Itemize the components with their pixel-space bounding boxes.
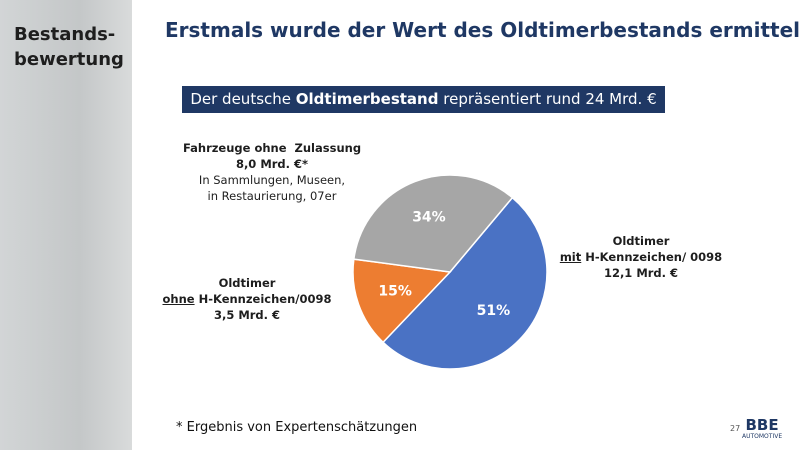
- slice-label-text: H-Kennzeichen/0098: [198, 292, 332, 306]
- subtitle: Der deutsche Oldtimerbestand repräsentie…: [182, 86, 665, 113]
- sidebar-text: Bestands-: [14, 24, 116, 45]
- pie-slice: [353, 174, 514, 273]
- footnote: * Ergebnis von Expertenschätzungen: [176, 420, 418, 435]
- slice-label-line: ohne H-Kennzeichen/0098: [162, 291, 331, 307]
- logo-text: BBE: [745, 416, 779, 434]
- value-label: 15%: [378, 283, 412, 299]
- slice-label-line: Oldtimer: [612, 234, 670, 248]
- logo: BBE AUTOMOTIVE: [742, 417, 782, 441]
- slice-label-line: 12,1 Mrd. €: [603, 266, 679, 280]
- slice-label-text: H-Kennzeichen/ 0098: [585, 250, 723, 264]
- value-label: 51%: [477, 303, 511, 319]
- slice-label-line: 3,5 Mrd. €: [213, 308, 281, 322]
- slice-label-line: in Restaurierung, 07er: [207, 189, 337, 203]
- slice-label-text: mit: [559, 250, 582, 264]
- subtitle-text: Oldtimerbestand: [295, 90, 439, 108]
- slice-label-text: ohne: [162, 292, 195, 306]
- slice-label: Oldtimer mit H-Kennzeichen/ 0098 12,1 Mrd.…: [560, 233, 722, 281]
- subtitle-text: Der deutsche: [190, 90, 291, 108]
- slice-label: Fahrzeuge ohne Zulassung 8,0 Mrd. €* In Sa…: [183, 140, 361, 204]
- value-label: 34%: [412, 210, 446, 226]
- slice-label: Oldtimer ohne H-Kennzeichen/0098 3,5 Mrd. …: [162, 275, 331, 323]
- slice-label-line: 8,0 Mrd. €*: [235, 157, 309, 171]
- slice-label-line: Oldtimer: [218, 276, 276, 290]
- slice-label-line: In Sammlungen, Museen,: [198, 173, 346, 187]
- slice-label-line: Fahrzeuge ohne Zulassung: [182, 141, 362, 155]
- subtitle-text: repräsentiert rund 24 Mrd. €: [443, 90, 657, 108]
- sidebar-text: bewertung: [14, 49, 124, 70]
- chart-title: Erstmals wurde der Wert des Oldtimerbest…: [165, 18, 800, 42]
- page-number: 27: [730, 424, 741, 433]
- slice-label-line: mit H-Kennzeichen/ 0098: [560, 249, 722, 265]
- pie-slice: [352, 258, 452, 344]
- logo-text: AUTOMOTIVE: [742, 433, 783, 440]
- sidebar: Bestands- bewertung: [0, 0, 132, 450]
- pie-slice: [382, 196, 548, 370]
